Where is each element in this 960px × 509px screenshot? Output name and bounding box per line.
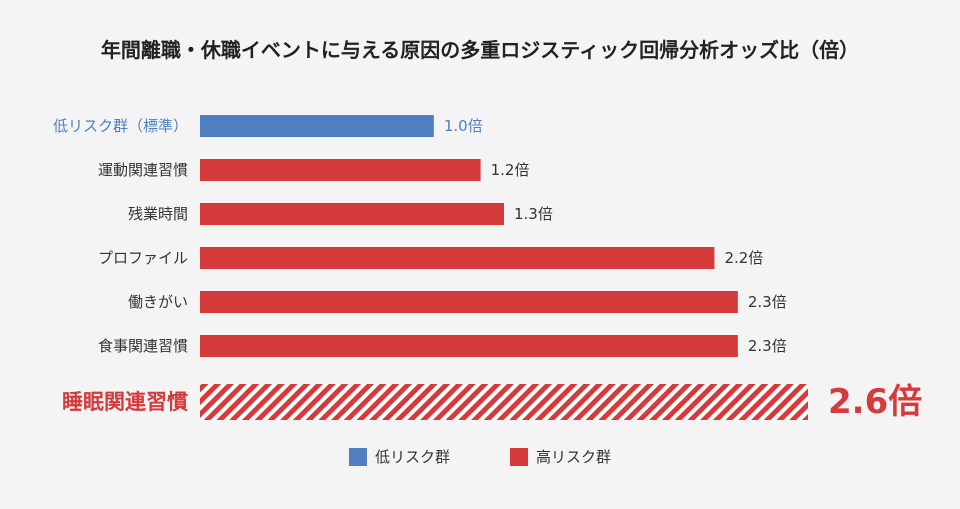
category-label: 食事関連習慣 (98, 337, 188, 355)
category-label: 低リスク群（標準） (53, 117, 188, 135)
legend-swatch-low (348, 447, 367, 466)
category-label: プロファイル (98, 249, 188, 267)
bar (200, 384, 808, 420)
bar (200, 159, 481, 181)
value-label: 2.3倍 (748, 293, 787, 311)
bar (200, 203, 504, 225)
bar (200, 335, 738, 357)
value-label: 1.0倍 (444, 117, 483, 135)
value-label: 1.2倍 (491, 161, 530, 179)
chart-title: 年間離職・休職イベントに与える原因の多重ロジスティック回帰分析オッズ比（倍） (100, 38, 860, 62)
category-label: 睡眠関連習慣 (62, 390, 188, 414)
category-label: 残業時間 (128, 205, 188, 223)
legend: 低リスク群 高リスク群 (0, 446, 960, 467)
legend-label-high: 高リスク群 (536, 448, 612, 466)
category-label: 働きがい (128, 293, 188, 311)
legend-item-high: 高リスク群 (510, 446, 611, 467)
value-label: 2.3倍 (748, 337, 787, 355)
legend-label-low: 低リスク群 (374, 448, 450, 466)
bar (200, 247, 715, 269)
legend-swatch-high (510, 447, 528, 466)
category-label: 運動関連習慣 (98, 161, 188, 179)
value-label: 2.2倍 (724, 249, 763, 267)
value-label: 1.3倍 (514, 205, 553, 223)
value-label: 2.6倍 (828, 382, 922, 422)
bar (200, 291, 738, 313)
legend-item-low: 低リスク群 (348, 446, 450, 467)
bar (200, 115, 434, 137)
